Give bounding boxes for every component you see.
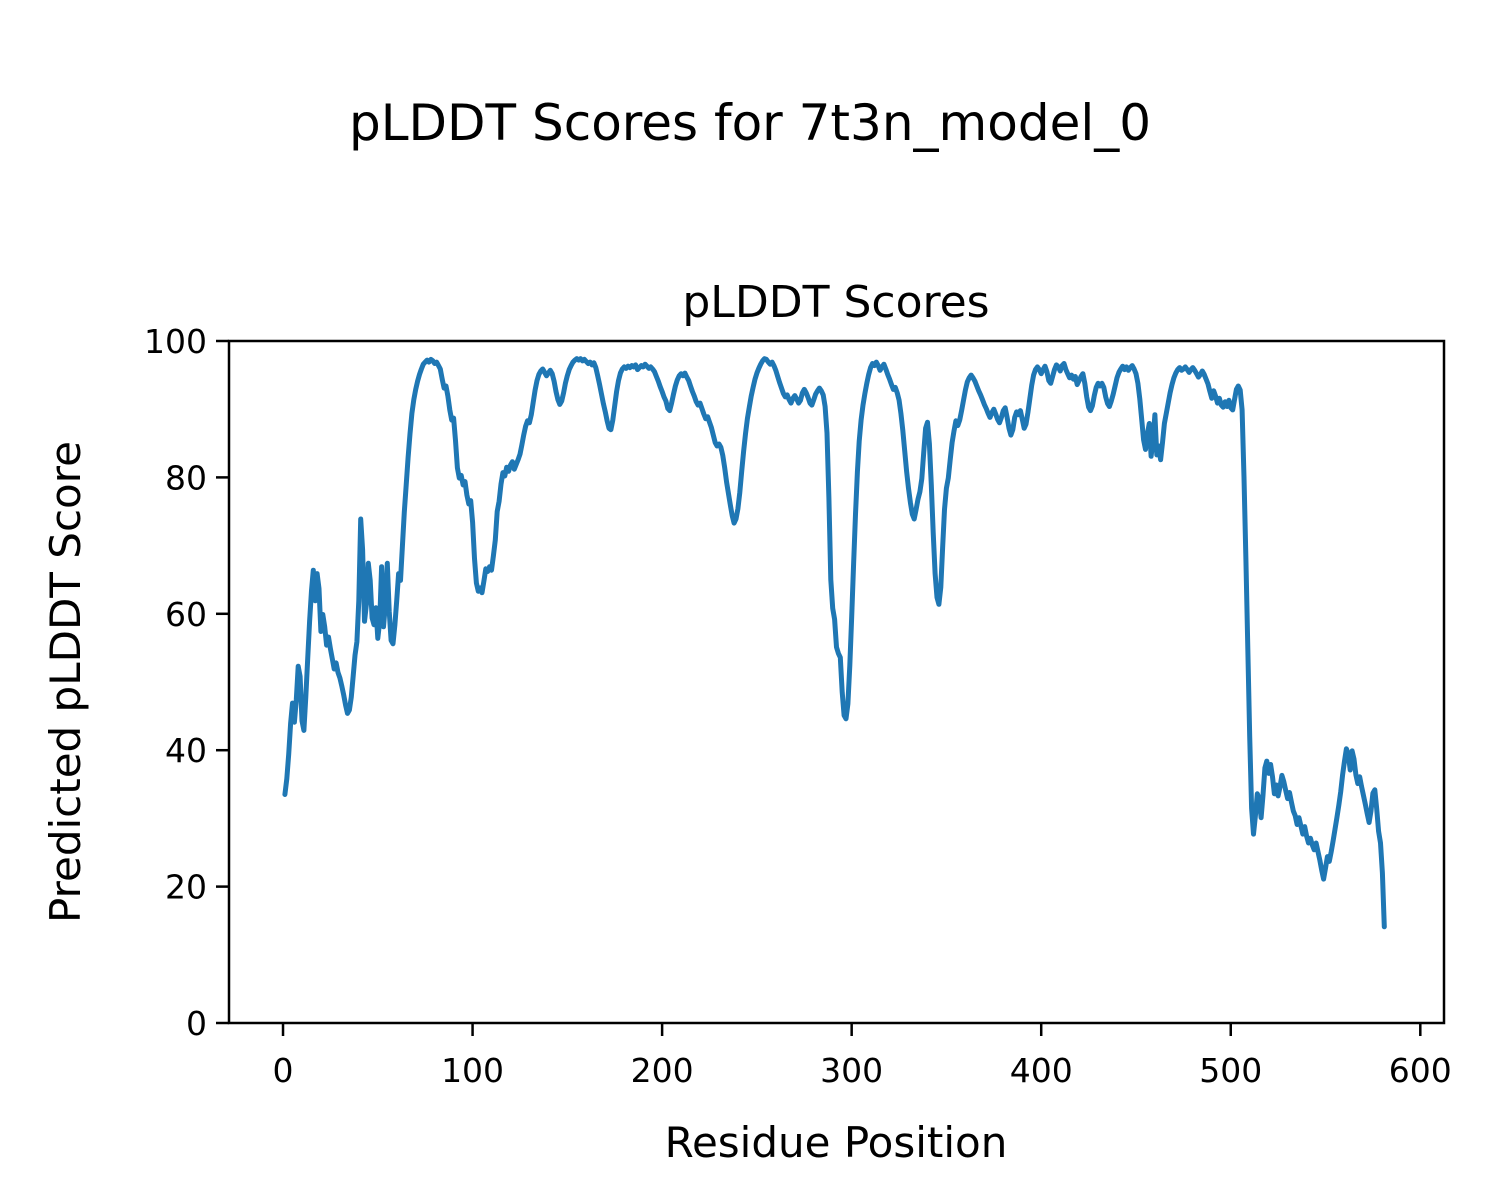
axes-title: pLDDT Scores [682,277,989,328]
plddt-line [282,356,1387,930]
x-tick-label: 300 [820,1051,883,1090]
x-axis-ticks: 0 100 200 300 400 500 600 [273,1023,1452,1090]
axes-frame [227,339,1446,1025]
x-tick-label: 100 [441,1051,504,1090]
figure-title: pLDDT Scores for 7t3n_model_0 [349,94,1151,152]
x-tick-label: 400 [1010,1051,1073,1090]
x-tick-label: 600 [1389,1051,1452,1090]
y-tick-label: 0 [186,1004,207,1043]
x-tick-label: 0 [273,1051,294,1090]
x-axis-label: Residue Position [665,1118,1008,1167]
y-tick-label: 20 [165,868,207,907]
y-tick-label: 60 [165,595,207,634]
y-tick-label: 40 [165,731,207,770]
y-tick-label: 100 [144,322,207,361]
y-tick-label: 80 [165,458,207,497]
x-tick-label: 500 [1199,1051,1262,1090]
x-tick-label: 200 [631,1051,694,1090]
y-axis-label: Predicted pLDDT Score [41,441,90,923]
y-axis-ticks: 0 20 40 60 80 100 [144,322,229,1043]
